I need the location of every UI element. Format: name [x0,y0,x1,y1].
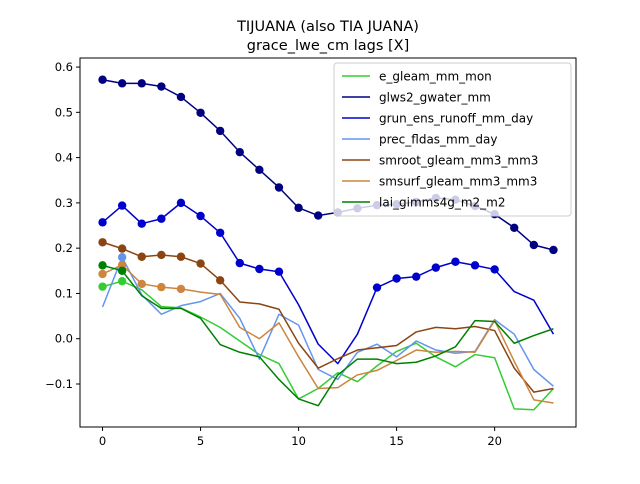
y-tick-label: 0.2 [55,241,73,255]
legend-label: prec_fldas_mm_day [379,133,498,147]
x-tick-label: 10 [291,434,306,448]
data-point [157,82,166,91]
data-point [235,147,244,157]
series-smroot_gleam_mm3_mm3 [98,238,554,393]
x-tick-label: 20 [487,434,502,448]
data-point [157,214,166,223]
plot-area: 0 5 10 15 20 −0.1 0.0 0.1 0.2 0.3 0.4 0.5 0.6 [45,57,577,448]
data-point [529,240,539,250]
data-point [196,108,205,117]
data-point [215,228,225,237]
y-tick-label: 0.1 [55,286,73,300]
data-point [176,92,186,102]
data-point [176,284,186,294]
legend-label: grun_ens_runoff_mm_day [379,112,533,126]
data-point [490,265,499,274]
data-point [98,238,107,247]
data-point [117,277,127,286]
data-point [215,276,225,285]
data-point [117,201,127,210]
data-point [196,211,205,221]
data-point [137,252,146,261]
data-point [274,183,284,192]
y-tick-label: 0.3 [55,196,73,210]
data-point [372,283,382,292]
data-point [117,79,127,88]
series-grun_ens_runoff_mm_day [98,198,555,365]
data-point [98,75,107,84]
data-point [274,267,284,276]
data-point [98,269,107,279]
data-point [314,211,323,220]
data-point [137,79,146,88]
x-tick-label: 5 [197,434,204,448]
data-point [255,264,264,274]
data-point [117,244,127,253]
legend-box [333,62,572,217]
x-tick-label: 0 [99,434,106,448]
data-point [196,259,205,268]
chart-subtitle: grace_lwe_cm lags [X] [247,38,410,54]
data-point [255,165,264,175]
data-point [117,266,127,275]
series-lai_gimms4g_m2_m2 [98,261,554,407]
data-point [117,253,127,262]
chart-title: TIJUANA (also TIA JUANA) [236,19,419,35]
legend-label: e_gleam_mm_mon [379,70,492,84]
legend-label: lai_gimms4g_m2_m2 [379,196,506,210]
data-point [294,203,303,213]
y-tick-label: −0.1 [45,377,73,391]
y-tick-label: 0.6 [55,60,73,74]
series-line [102,264,554,407]
data-point [392,274,401,283]
data-point [451,257,460,266]
data-point [235,258,244,268]
data-point [412,272,421,281]
data-point [176,198,186,208]
data-point [470,261,480,270]
axes-frame [79,57,577,428]
data-point [549,245,558,255]
data-point [98,261,107,270]
legend-label: smroot_gleam_mm3_mm3 [379,154,538,168]
data-point [215,126,225,136]
data-point [176,252,186,261]
data-point [117,260,127,270]
data-point [431,263,441,272]
data-point [157,282,166,292]
x-tick-label: 15 [389,434,404,448]
legend-label: glws2_gwater_mm [379,91,491,105]
y-tick-label: 0.4 [55,151,73,165]
data-point [98,218,107,227]
series-smsurf_gleam_mm3_mm3 [98,260,554,404]
legend-label: smsurf_gleam_mm3_mm3 [379,175,537,189]
y-tick-label: 0.5 [55,105,73,119]
data-point [137,279,146,289]
data-point [137,219,146,228]
legend: e_gleam_mm_mon glws2_gwater_mm grun_ens_ru… [333,62,572,217]
y-tick-label: 0.0 [55,332,73,346]
data-point [98,282,107,291]
data-point [157,250,166,260]
data-point [510,223,519,232]
